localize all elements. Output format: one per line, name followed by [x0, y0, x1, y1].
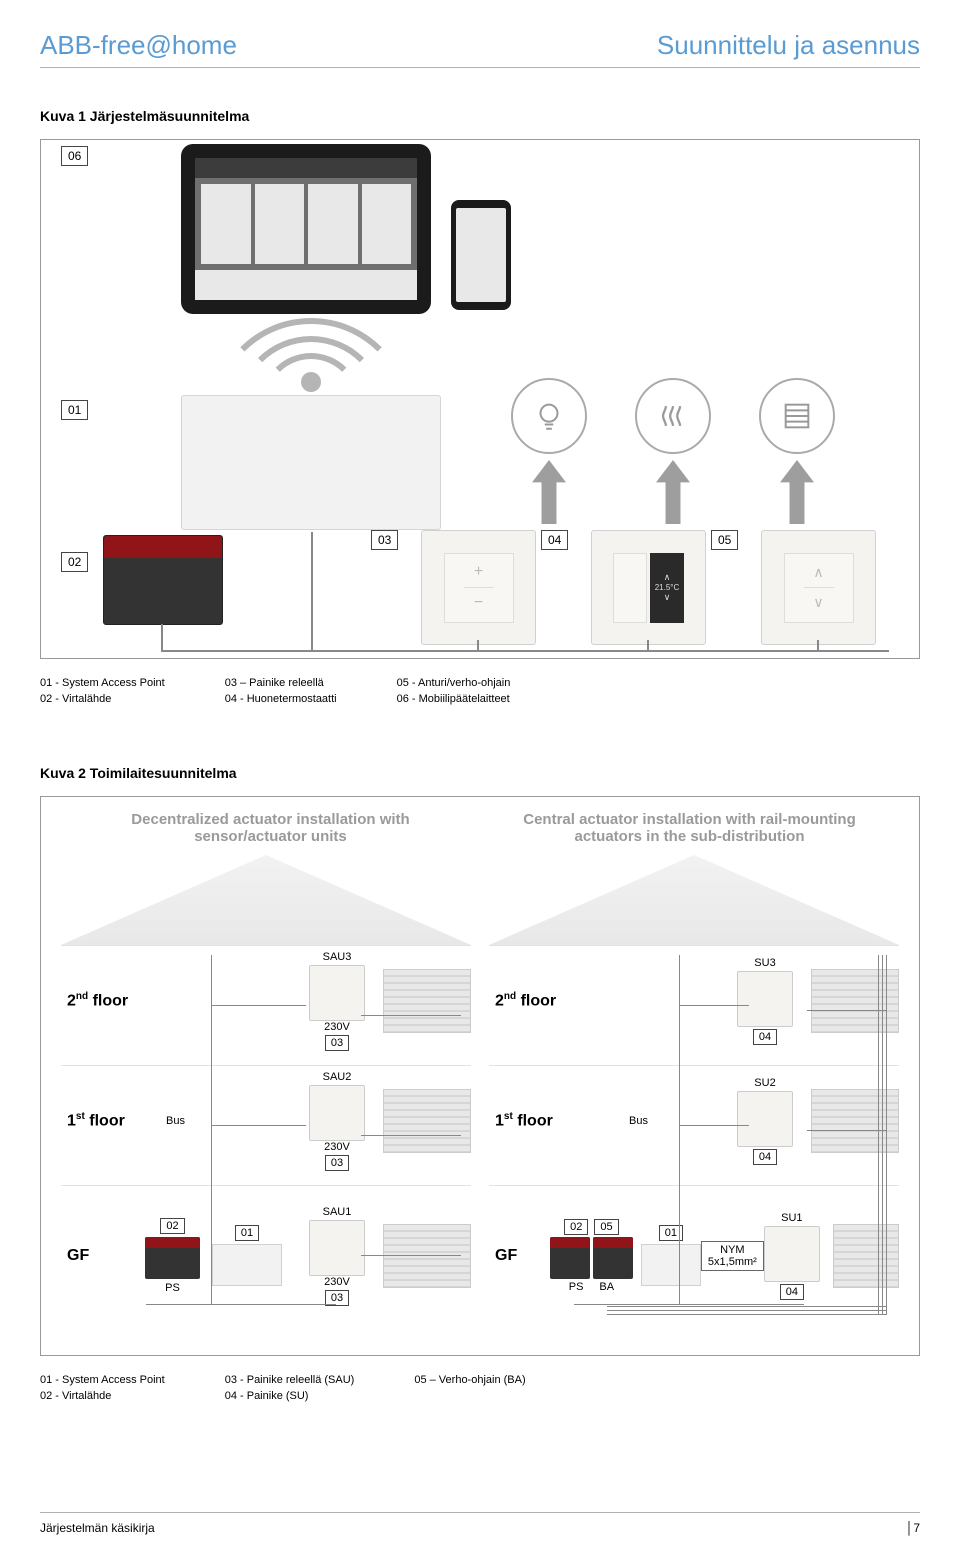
- sau-label: SAU2: [309, 1071, 365, 1083]
- arrow-up-icon: [656, 460, 690, 524]
- power-supply: [103, 535, 223, 625]
- legend-1: 01 - System Access Point 02 - Virtalähde…: [40, 677, 920, 705]
- mini-psu: [550, 1237, 590, 1279]
- callout-06: 06: [61, 146, 88, 166]
- sau-label: SAU3: [309, 951, 365, 963]
- arrow-up-icon: [532, 460, 566, 524]
- callout-02: 02: [564, 1219, 588, 1235]
- su-plate: [737, 971, 793, 1027]
- legend-item: 03 - Painike releellä (SAU): [225, 1374, 355, 1386]
- ba-label: BA: [599, 1281, 614, 1293]
- legend-item: 04 - Huonetermostaatti: [225, 693, 337, 705]
- fig2-header-left: Decentralized actuator installation with…: [78, 811, 463, 845]
- footer-left: Järjestelmän käsikirja: [40, 1521, 155, 1535]
- callout-05: 05: [594, 1219, 618, 1235]
- callout-03: 03: [325, 1035, 349, 1051]
- su-plate: [737, 1091, 793, 1147]
- figure-1: 06 01 02: [40, 139, 920, 659]
- floor-label: 2nd floor: [61, 991, 141, 1010]
- page-footer: Järjestelmän käsikirja │7: [40, 1512, 920, 1535]
- legend-item: 01 - System Access Point: [40, 1374, 165, 1386]
- legend-2: 01 - System Access Point 02 - Virtalähde…: [40, 1374, 920, 1402]
- legend-item: 02 - Virtalähde: [40, 1390, 165, 1402]
- header-left: ABB-free@home: [40, 30, 237, 61]
- fig2-left-panel: 2nd floor SAU3 230V 03: [61, 855, 471, 1325]
- cable-spec: NYM 5x1,5mm²: [701, 1241, 764, 1271]
- callout-03: 03: [371, 530, 398, 550]
- footer-right: │7: [906, 1521, 920, 1535]
- legend-item: 05 – Verho-ohjain (BA): [414, 1374, 525, 1386]
- callout-02: 02: [160, 1218, 184, 1234]
- mini-ba: [593, 1237, 633, 1279]
- su-label: SU1: [764, 1212, 820, 1224]
- blinds-icon: [383, 1089, 471, 1153]
- callout-05: 05: [711, 530, 738, 550]
- floor-label: 1st floor: [61, 1111, 141, 1130]
- su-label: SU3: [737, 957, 793, 969]
- floor-label-gf: GF: [489, 1247, 550, 1265]
- tablet-screen: [195, 158, 417, 300]
- legend-item: 04 - Painike (SU): [225, 1390, 355, 1402]
- heating-icon: [635, 378, 711, 454]
- roof-shape: [489, 855, 899, 945]
- fig1-title: Kuva 1 Järjestelmäsuunnitelma: [40, 108, 920, 124]
- callout-04: 04: [753, 1149, 777, 1165]
- fig2-header-right: Central actuator installation with rail-…: [497, 811, 882, 845]
- bus-label: Bus: [166, 1115, 185, 1127]
- su-label: SU2: [737, 1077, 793, 1089]
- bus-label: Bus: [629, 1115, 648, 1127]
- light-icon: [511, 378, 587, 454]
- ps-label: PS: [165, 1282, 180, 1294]
- ps-label: PS: [569, 1281, 584, 1293]
- floor-label: 1st floor: [489, 1111, 569, 1130]
- switch-plate-03: +−: [421, 530, 536, 645]
- switch-plate-05: ∧∨: [761, 530, 876, 645]
- phone-screen: [456, 208, 506, 302]
- phone-device: [451, 200, 511, 310]
- voltage-label: 230V: [309, 1021, 365, 1033]
- page-header: ABB-free@home Suunnittelu ja asennus: [40, 30, 920, 68]
- sau-plate: [309, 1085, 365, 1141]
- su-plate: [764, 1226, 820, 1282]
- callout-04: 04: [780, 1284, 804, 1300]
- fig2-header: Decentralized actuator installation with…: [61, 811, 899, 845]
- thermo-value: 21.5°C: [655, 583, 680, 592]
- wifi-dot-icon: [301, 372, 321, 392]
- sau-label: SAU1: [309, 1206, 365, 1218]
- callout-01: 01: [235, 1225, 259, 1241]
- voltage-label: 230V: [309, 1276, 365, 1288]
- mini-access-point: [641, 1244, 701, 1286]
- header-right: Suunnittelu ja asennus: [657, 30, 920, 61]
- thermostat-plate-04: ∧ 21.5°C ∨: [591, 530, 706, 645]
- sau-plate: [309, 1220, 365, 1276]
- legend-item: 05 - Anturi/verho-ohjain: [397, 677, 511, 689]
- blinds-icon: [759, 378, 835, 454]
- callout-01: 01: [61, 400, 88, 420]
- callout-04: 04: [753, 1029, 777, 1045]
- callout-02: 02: [61, 552, 88, 572]
- blinds-icon: [833, 1224, 899, 1288]
- callout-03: 03: [325, 1155, 349, 1171]
- sau-plate: [309, 965, 365, 1021]
- fig2-right-panel: 2nd floor SU3 04 1st f: [489, 855, 899, 1325]
- access-point: [181, 395, 441, 530]
- voltage-label: 230V: [309, 1141, 365, 1153]
- legend-item: 02 - Virtalähde: [40, 693, 165, 705]
- thermo-display: ∧ 21.5°C ∨: [650, 553, 684, 623]
- mini-psu: [145, 1237, 200, 1279]
- roof-shape: [61, 855, 471, 945]
- floor-label-gf: GF: [61, 1247, 141, 1265]
- arrow-up-icon: [780, 460, 814, 524]
- figure-2: Decentralized actuator installation with…: [40, 796, 920, 1356]
- blinds-icon: [383, 969, 471, 1033]
- tablet-device: [181, 144, 431, 314]
- mini-access-point: [212, 1244, 282, 1286]
- floor-label: 2nd floor: [489, 991, 569, 1010]
- legend-item: 01 - System Access Point: [40, 677, 165, 689]
- legend-item: 03 – Painike releellä: [225, 677, 337, 689]
- legend-item: 06 - Mobiilipäätelaitteet: [397, 693, 511, 705]
- callout-04: 04: [541, 530, 568, 550]
- fig2-title: Kuva 2 Toimilaitesuunnitelma: [40, 765, 920, 781]
